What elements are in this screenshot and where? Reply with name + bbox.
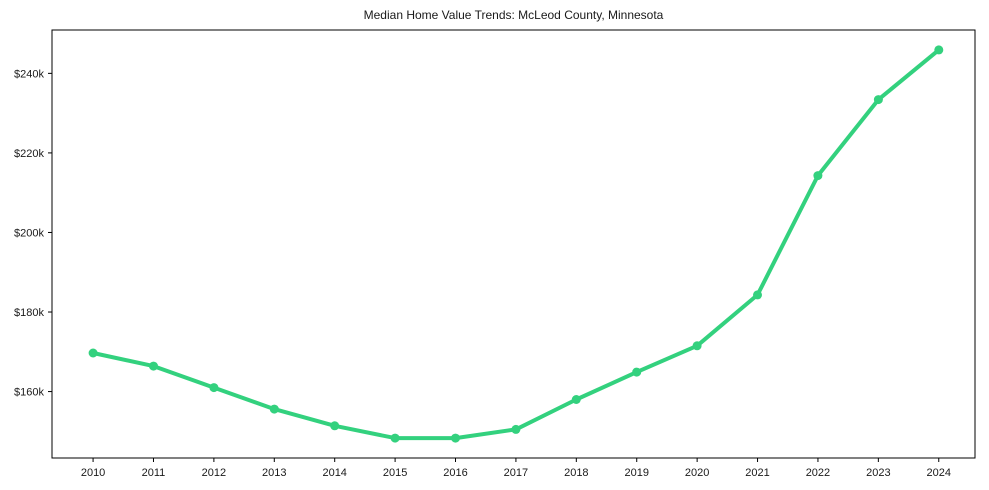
data-point-marker: [571, 395, 581, 404]
data-point-marker: [813, 171, 823, 181]
data-point-marker: [390, 433, 400, 443]
x-tick-label: 2020: [685, 467, 709, 479]
data-point-marker: [209, 383, 219, 393]
x-tick-label: 2018: [564, 467, 588, 479]
x-tick-label: 2022: [806, 467, 830, 479]
x-tick-label: 2024: [927, 467, 951, 479]
data-point-marker: [149, 361, 158, 371]
x-tick-label: 2021: [745, 467, 769, 479]
data-point-marker: [330, 421, 340, 431]
chart-title: Median Home Value Trends: McLeod County,…: [363, 8, 664, 22]
x-tick-label: 2013: [262, 467, 286, 479]
data-point-marker: [88, 348, 98, 358]
data-point-marker: [873, 95, 883, 105]
x-tick-label: 2011: [142, 467, 166, 479]
y-tick-label: $240k: [14, 68, 44, 80]
data-point-marker: [692, 341, 702, 351]
x-tick-label: 2019: [624, 467, 648, 479]
data-point-marker: [934, 45, 944, 55]
data-point-marker: [269, 404, 279, 414]
y-tick-label: $200k: [14, 227, 44, 239]
x-tick-label: 2016: [443, 467, 467, 479]
y-tick-label: $180k: [14, 307, 44, 319]
x-tick-label: 2014: [322, 467, 346, 479]
plot-border: [51, 29, 976, 459]
data-point-marker: [632, 367, 642, 377]
data-line: [91, 47, 941, 441]
x-tick-label: 2012: [202, 467, 226, 479]
y-tick-label: $160k: [14, 387, 44, 399]
x-tick-label: 2023: [866, 467, 890, 479]
data-point-marker: [451, 433, 460, 443]
y-tick-label: $220k: [14, 148, 44, 160]
data-point-marker: [511, 424, 521, 434]
x-tick-label: 2017: [504, 467, 528, 479]
data-point-marker: [753, 290, 762, 300]
x-tick-label: 2015: [383, 467, 407, 479]
x-tick-label: 2010: [81, 467, 105, 479]
